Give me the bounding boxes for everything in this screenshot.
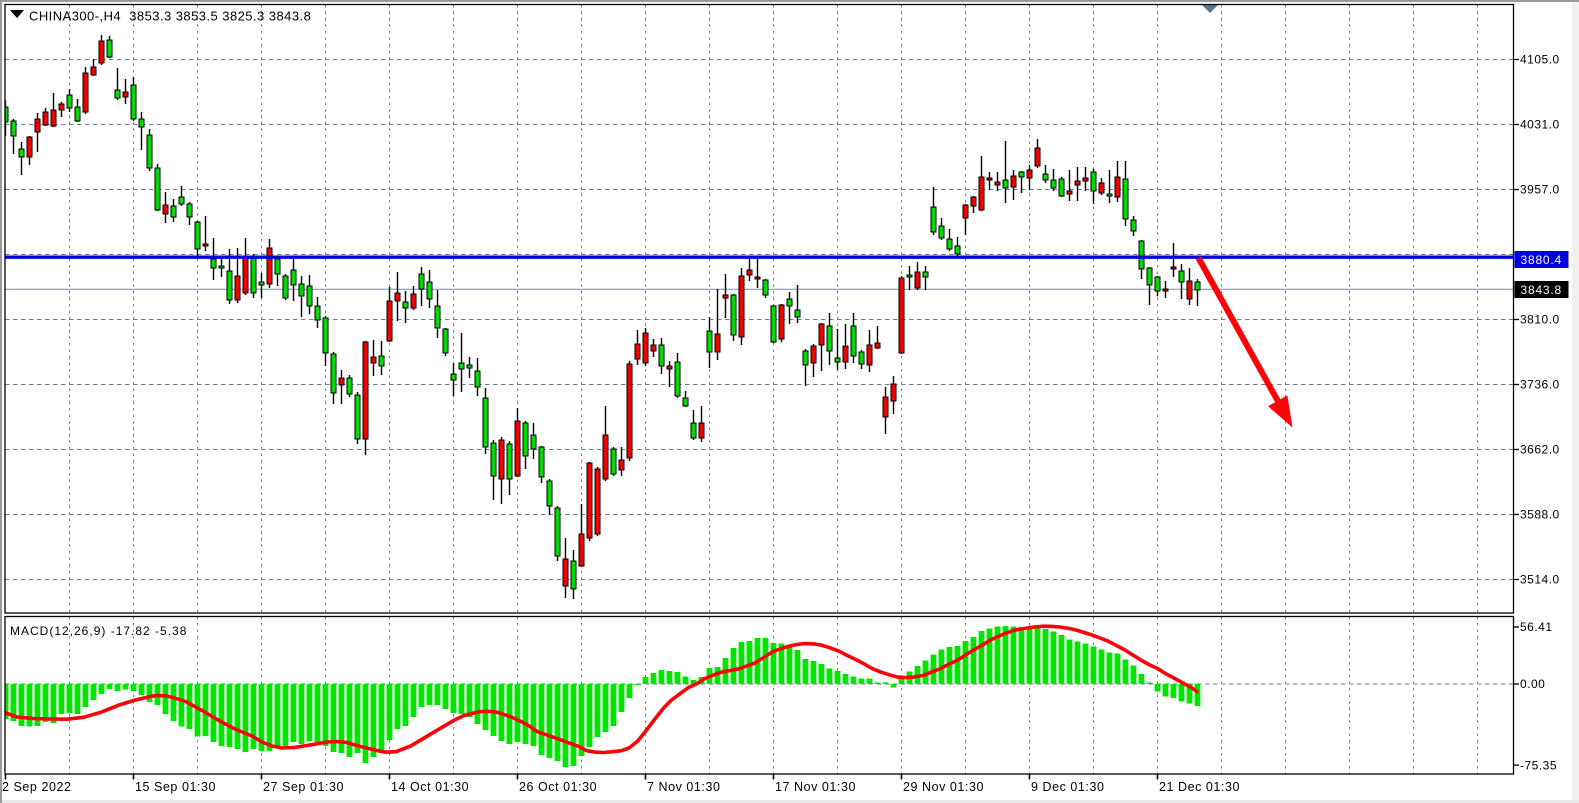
svg-text:MACD(12,26,9) -17.82 -5.38: MACD(12,26,9) -17.82 -5.38 [10,624,187,638]
svg-text:4031.0: 4031.0 [1520,118,1560,132]
svg-text:3810.0: 3810.0 [1520,313,1560,327]
svg-text:21 Dec 01:30: 21 Dec 01:30 [1159,780,1240,794]
svg-text:56.41: 56.41 [1520,620,1553,634]
svg-text:3514.0: 3514.0 [1520,573,1560,587]
svg-text:7 Nov 01:30: 7 Nov 01:30 [647,780,720,794]
svg-text:15 Sep 01:30: 15 Sep 01:30 [135,780,216,794]
svg-text:3662.0: 3662.0 [1520,443,1560,457]
svg-text:3957.0: 3957.0 [1520,183,1560,197]
svg-text:14 Oct 01:30: 14 Oct 01:30 [391,780,469,794]
svg-text:9 Dec 01:30: 9 Dec 01:30 [1031,780,1104,794]
svg-text:-75.35: -75.35 [1520,758,1557,772]
svg-text:4105.0: 4105.0 [1520,53,1560,67]
svg-text:CHINA300-,H4 3853.3 3853.5 38: CHINA300-,H4 3853.3 3853.5 3825.3 3843.8 [29,9,311,24]
svg-text:3880.4: 3880.4 [1521,253,1563,267]
svg-text:29 Nov 01:30: 29 Nov 01:30 [903,780,984,794]
svg-text:3843.8: 3843.8 [1521,283,1563,297]
svg-text:3588.0: 3588.0 [1520,508,1560,522]
svg-text:17 Nov 01:30: 17 Nov 01:30 [775,780,856,794]
svg-text:2 Sep 2022: 2 Sep 2022 [2,780,71,794]
svg-text:27 Sep 01:30: 27 Sep 01:30 [263,780,344,794]
svg-text:0.00: 0.00 [1520,677,1545,691]
svg-text:26 Oct 01:30: 26 Oct 01:30 [519,780,597,794]
svg-text:3736.0: 3736.0 [1520,378,1560,392]
